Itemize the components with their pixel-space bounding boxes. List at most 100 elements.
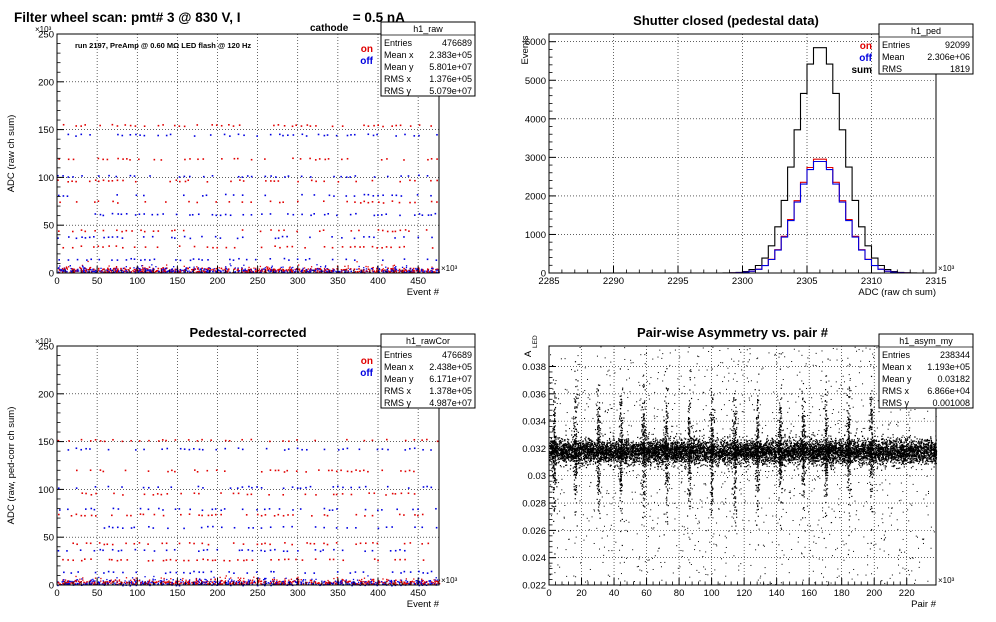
data-point [747,449,750,452]
data-point [220,526,223,529]
data-point [415,268,417,270]
data-point [169,269,171,271]
data-point [122,267,125,269]
x-tick-label: 350 [330,588,346,599]
data-point [201,581,203,583]
data-point [327,158,330,160]
data-point [417,508,419,511]
data-point [346,527,349,529]
data-point [354,201,356,203]
data-point [294,270,296,273]
data-point [316,267,318,270]
data-point [67,158,70,161]
x-tick-label: 2310 [861,276,882,287]
data-point [122,269,124,271]
data-point [675,435,677,438]
data-point [260,246,263,249]
data-point [168,583,170,585]
data-point [153,258,156,261]
data-point [375,581,377,584]
data-point [207,514,210,517]
data-point [383,271,385,274]
data-point [139,507,142,510]
data-point [298,580,300,582]
data-point [303,267,306,269]
data-point [207,268,209,271]
data-point [589,444,591,446]
data-point [858,463,860,465]
data-point [332,268,334,270]
data-point [270,229,272,231]
data-point [614,457,616,460]
data-point [869,456,871,458]
data-point [83,269,85,271]
data-point [414,582,417,585]
data-point [193,135,196,137]
data-point [360,582,362,584]
data-point [389,582,392,584]
data-point [274,469,277,472]
data-point [319,268,322,271]
data-point [101,583,103,585]
data-point [246,581,248,583]
data-point [304,493,307,496]
data-point [237,267,239,269]
data-point [67,508,69,511]
data-point [238,270,240,272]
data-point [84,514,86,517]
data-point [887,457,890,459]
data-point [241,438,243,441]
data-point [186,271,189,273]
data-point [301,213,303,216]
data-point [111,543,114,546]
data-point [346,438,348,441]
data-point [165,542,168,545]
data-point [400,492,403,495]
data-point [212,525,214,528]
data-point [766,455,768,457]
data-point [416,194,419,196]
data-point [283,257,286,260]
data-point [89,469,92,472]
data-point [381,269,384,271]
data-point [192,258,195,260]
data-point [259,271,262,273]
data-point [151,559,154,562]
x-tick-label: 350 [330,276,346,287]
data-point [727,456,729,458]
data-point [84,270,87,272]
data-point [259,265,262,268]
data-point [318,582,320,584]
data-point [381,448,384,450]
data-point [142,582,144,584]
data-point [234,582,236,584]
data-point [183,448,186,450]
data-point [873,445,875,447]
data-point [130,527,133,529]
data-point [363,124,365,127]
data-point [255,571,258,573]
data-point [204,578,206,581]
data-point [884,454,887,456]
data-point [242,584,244,587]
data-point [118,582,120,585]
data-point [91,271,93,274]
data-point [133,246,136,248]
data-point [372,266,374,269]
data-point [163,581,165,583]
data-point [620,461,622,463]
data-point [560,458,562,460]
y-tick-label: 50 [43,221,54,232]
data-point [356,261,358,263]
data-point [218,582,221,584]
data-point [183,265,185,267]
data-point [771,444,774,446]
data-point [229,214,232,217]
data-point [88,267,91,269]
data-point [164,270,167,273]
data-point [421,543,423,545]
data-point [771,460,773,462]
data-point [238,578,241,581]
data-point [877,453,879,456]
